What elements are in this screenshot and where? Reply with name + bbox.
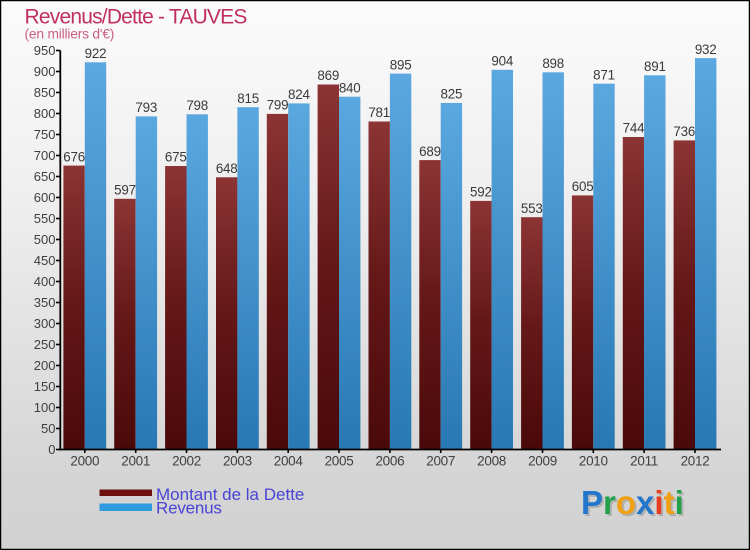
svg-text:850: 850	[34, 85, 56, 100]
svg-text:500: 500	[34, 232, 56, 247]
svg-text:Revenus/Dette - TAUVES: Revenus/Dette - TAUVES	[25, 6, 248, 29]
svg-text:2002: 2002	[172, 454, 201, 469]
svg-text:871: 871	[593, 67, 615, 82]
svg-text:(en milliers d'€): (en milliers d'€)	[25, 27, 115, 42]
svg-text:815: 815	[237, 91, 259, 106]
svg-text:824: 824	[288, 87, 310, 102]
svg-text:869: 869	[317, 68, 339, 83]
svg-text:600: 600	[34, 190, 56, 205]
svg-text:597: 597	[114, 183, 136, 198]
svg-text:900: 900	[34, 64, 56, 79]
svg-text:100: 100	[34, 400, 56, 415]
svg-text:950: 950	[34, 43, 56, 58]
svg-text:744: 744	[623, 121, 645, 136]
svg-text:2012: 2012	[681, 454, 710, 469]
svg-text:736: 736	[673, 124, 695, 139]
svg-text:2004: 2004	[274, 454, 304, 469]
svg-text:2001: 2001	[121, 454, 150, 469]
svg-text:550: 550	[34, 211, 56, 226]
svg-text:300: 300	[34, 316, 56, 331]
svg-text:932: 932	[695, 42, 717, 57]
svg-text:2007: 2007	[426, 454, 455, 469]
svg-text:Proxiti: Proxiti	[581, 484, 684, 521]
svg-text:250: 250	[34, 337, 56, 352]
svg-text:750: 750	[34, 127, 56, 142]
svg-text:553: 553	[521, 201, 543, 216]
svg-text:675: 675	[165, 150, 187, 165]
svg-text:0: 0	[48, 442, 55, 457]
svg-text:898: 898	[542, 56, 564, 71]
svg-text:700: 700	[34, 148, 56, 163]
svg-text:648: 648	[216, 161, 238, 176]
svg-text:2009: 2009	[528, 454, 557, 469]
svg-text:592: 592	[470, 185, 492, 200]
svg-text:2010: 2010	[579, 454, 608, 469]
svg-text:2011: 2011	[630, 454, 658, 469]
svg-text:450: 450	[34, 253, 56, 268]
svg-text:2005: 2005	[325, 454, 354, 469]
svg-text:904: 904	[491, 54, 513, 69]
svg-text:Revenus: Revenus	[156, 499, 222, 518]
svg-text:400: 400	[34, 274, 56, 289]
svg-text:676: 676	[63, 149, 85, 164]
svg-text:2003: 2003	[223, 454, 252, 469]
svg-text:Proxiti: Proxiti	[583, 486, 686, 523]
svg-text:2000: 2000	[70, 454, 99, 469]
svg-text:200: 200	[34, 358, 56, 373]
svg-text:650: 650	[34, 169, 56, 184]
svg-text:689: 689	[419, 144, 441, 159]
svg-text:150: 150	[34, 379, 56, 394]
svg-text:895: 895	[390, 57, 412, 72]
svg-text:825: 825	[441, 87, 463, 102]
svg-text:781: 781	[368, 105, 390, 120]
svg-text:2008: 2008	[477, 454, 506, 469]
svg-text:891: 891	[644, 59, 666, 74]
svg-text:2006: 2006	[375, 454, 404, 469]
svg-text:799: 799	[267, 98, 289, 113]
svg-text:Montant de la Dette: Montant de la Dette	[156, 485, 304, 504]
svg-text:798: 798	[186, 98, 208, 113]
svg-text:50: 50	[41, 421, 55, 436]
svg-text:922: 922	[85, 46, 107, 61]
svg-text:800: 800	[34, 106, 56, 121]
svg-text:793: 793	[135, 100, 157, 115]
svg-text:350: 350	[34, 295, 56, 310]
svg-text:605: 605	[572, 179, 594, 194]
svg-text:840: 840	[339, 80, 361, 95]
